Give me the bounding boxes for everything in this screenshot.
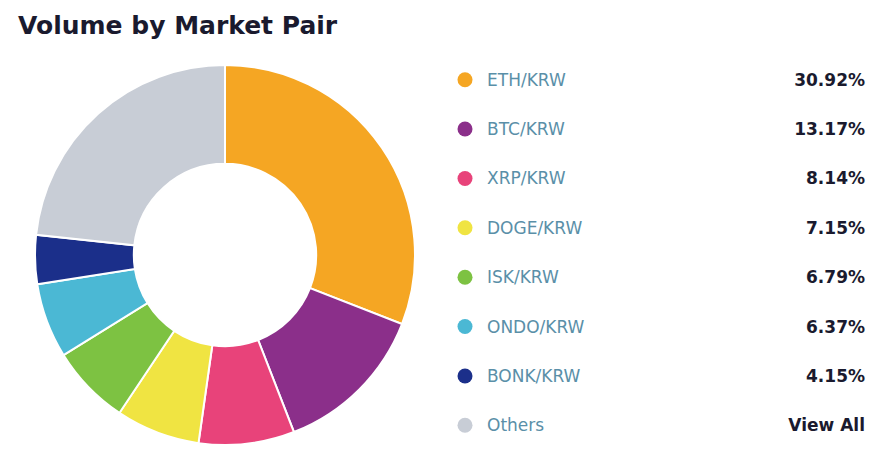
title: Volume by Market Pair [18,11,338,40]
legend-label: ETH/KRW [487,70,566,90]
legend-label: Others [487,415,544,435]
legend-swatch [458,72,473,87]
legend-value: 30.92% [794,70,865,90]
legend-item: ISK/KRW 6.79% [458,267,866,287]
slice [36,65,225,245]
legend-swatch [458,368,473,383]
legend-swatch [458,171,473,186]
legend-swatch [458,270,473,285]
legend-label: BONK/KRW [487,366,581,386]
legend-swatch [458,319,473,334]
legend-item: Others View All [458,415,866,435]
chart: Volume by Market Pair ETH/KRW 30.92% BTC/KR… [0,0,883,465]
legend: ETH/KRW 30.92% BTC/KRW 13.17% XRP/KRW 8.14% DO… [458,70,866,436]
legend-value: 13.17% [794,119,865,139]
legend-value: 4.15% [806,366,865,386]
legend-item: DOGE/KRW 7.15% [458,218,866,238]
pie [35,65,415,445]
legend-value: View All [788,415,865,435]
legend-item: ONDO/KRW 6.37% [458,317,866,337]
legend-label: XRP/KRW [487,168,566,188]
legend-value: 6.37% [806,317,865,337]
legend-swatch [458,220,473,235]
legend-label: ONDO/KRW [487,317,585,337]
legend-item: BTC/KRW 13.17% [458,119,866,139]
legend-label: BTC/KRW [487,119,565,139]
legend-label: ISK/KRW [487,267,559,287]
legend-value: 8.14% [806,168,865,188]
legend-value: 7.15% [806,218,865,238]
legend-item: XRP/KRW 8.14% [458,168,866,188]
slice [198,340,293,445]
legend-item: BONK/KRW 4.15% [458,366,866,386]
slice [225,65,415,324]
legend-swatch [458,122,473,137]
legend-item: ETH/KRW 30.92% [458,70,866,90]
legend-label: DOGE/KRW [487,218,582,238]
legend-value: 6.79% [806,267,865,287]
legend-swatch [458,418,473,433]
